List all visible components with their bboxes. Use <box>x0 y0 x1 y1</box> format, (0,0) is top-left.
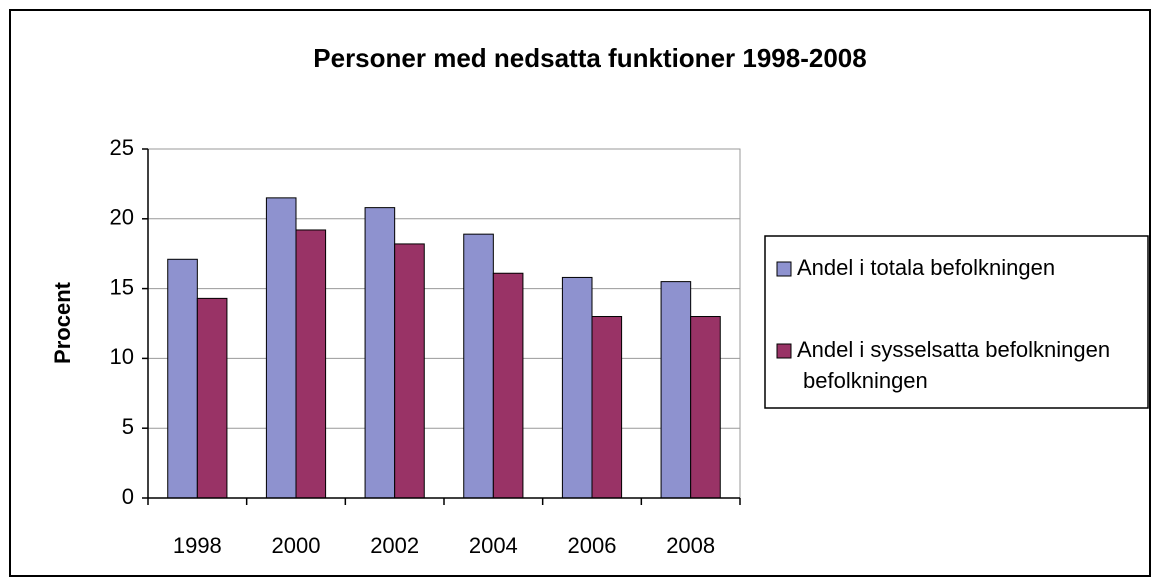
bar <box>394 243 425 499</box>
bar <box>690 316 721 499</box>
y-axis-label: Procent <box>50 281 75 364</box>
y-tick-label: 25 <box>110 135 134 160</box>
plot-area <box>147 148 741 499</box>
legend-label-line: Andel i sysselsatta befolkningen <box>797 337 1110 362</box>
x-tick-label: 2008 <box>666 533 715 558</box>
legend-swatch <box>776 261 792 277</box>
bar <box>167 258 198 499</box>
legend-label: Andel i totala befolkningen <box>797 255 1055 280</box>
bar <box>196 297 228 499</box>
legend-label-line: Andel i totala befolkningen <box>797 255 1055 280</box>
bar <box>463 233 494 499</box>
chart-title: Personer med nedsatta funktioner 1998-20… <box>313 43 866 73</box>
y-tick-label: 0 <box>122 484 134 509</box>
bar <box>295 229 327 499</box>
bar <box>561 276 593 499</box>
y-tick-label: 10 <box>110 344 134 369</box>
legend-box <box>764 235 1149 409</box>
y-tick-label: 20 <box>110 205 134 230</box>
bar <box>660 281 692 499</box>
bar <box>492 272 524 499</box>
bar <box>265 197 297 499</box>
legend-label: Andel i sysselsatta befolkningen befolkni… <box>797 337 1110 393</box>
legend-swatch <box>776 343 792 359</box>
x-tick-label: 1998 <box>173 533 222 558</box>
legend-label-line: befolkningen <box>803 368 928 393</box>
x-tick-label: 2004 <box>469 533 518 558</box>
x-tick-label: 2006 <box>568 533 617 558</box>
bar <box>364 207 396 499</box>
y-tick-label: 15 <box>110 274 134 299</box>
y-tick-label: 5 <box>122 414 134 439</box>
x-tick-label: 2002 <box>370 533 419 558</box>
bar <box>591 316 623 499</box>
x-tick-label: 2000 <box>272 533 321 558</box>
